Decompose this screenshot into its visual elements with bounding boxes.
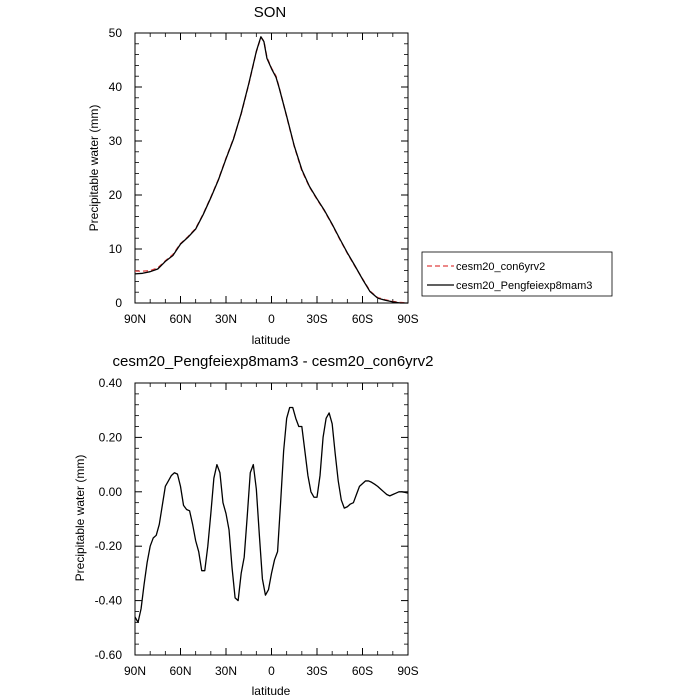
top-panel-ylabel: Precipitable water (mm) [87, 105, 101, 232]
top-xtick-label: 30S [306, 312, 327, 326]
top-panel-xlabel: latitude [252, 333, 291, 347]
top-panel: SON 90N 60N 30N 0 30S 60S 90S 0 10 20 30 40 50 latit… [87, 4, 419, 347]
bottom-panel-series [134, 406, 409, 624]
bottom-xtick-label: 90S [397, 664, 418, 678]
top-series-line-1 [134, 36, 408, 304]
bottom-series-line-0 [134, 406, 409, 624]
legend: cesm20_con6yrv2 cesm20_Pengfeiexp8mam3 [421, 251, 613, 297]
bottom-panel-title: cesm20_Pengfeiexp8mam3 - cesm20_con6yrv2 [113, 353, 434, 370]
bottom-ytick-label: 0.40 [99, 376, 123, 390]
bottom-xtick-label: 30S [306, 664, 327, 678]
bottom-panel-xlabel: latitude [252, 684, 291, 698]
top-series-line-0 [135, 36, 409, 304]
legend-label-con6yrv2: cesm20_con6yrv2 [456, 261, 545, 273]
legend-frame [421, 251, 613, 297]
bottom-xtick-label: 60S [352, 664, 373, 678]
top-ytick-label: 20 [109, 188, 123, 202]
bottom-ytick-label: 0.20 [99, 430, 123, 444]
top-ytick-label: 10 [109, 242, 123, 256]
bottom-panel: cesm20_Pengfeiexp8mam3 - cesm20_con6yrv2… [73, 353, 434, 698]
top-xtick-label: 0 [268, 312, 275, 326]
top-xtick-label: 60S [352, 312, 373, 326]
top-ytick-label: 50 [109, 26, 123, 40]
top-xtick-label: 60N [169, 312, 191, 326]
top-panel-ticks: 90N 60N 30N 0 30S 60S 90S 0 10 20 30 40 50 [109, 26, 419, 326]
top-ytick-label: 0 [115, 296, 122, 310]
bottom-panel-ylabel: Precipitable water (mm) [73, 455, 87, 582]
top-xtick-label: 30N [215, 312, 237, 326]
top-ytick-label: 40 [109, 80, 123, 94]
top-ytick-label: 30 [109, 134, 123, 148]
top-xtick-label: 90S [397, 312, 418, 326]
bottom-xtick-label: 0 [268, 664, 275, 678]
bottom-panel-frame [134, 382, 409, 656]
bottom-ytick-label: -0.40 [95, 594, 123, 608]
top-panel-series [134, 36, 409, 304]
bottom-panel-ticks: 90N 60N 30N 0 30S 60S 90S -0.60 -0.40 -0.20 0.00 0.… [95, 376, 419, 678]
legend-label-pengfeiexp8mam3: cesm20_Pengfeiexp8mam3 [456, 280, 592, 292]
top-panel-frame [134, 32, 409, 304]
bottom-ytick-label: -0.20 [95, 539, 123, 553]
top-xtick-label: 90N [124, 312, 146, 326]
bottom-xtick-label: 60N [169, 664, 191, 678]
bottom-xtick-label: 90N [124, 664, 146, 678]
bottom-xtick-label: 30N [215, 664, 237, 678]
bottom-ytick-label: 0.00 [99, 485, 123, 499]
top-panel-title: SON [254, 4, 287, 21]
bottom-ytick-label: -0.60 [95, 648, 123, 662]
